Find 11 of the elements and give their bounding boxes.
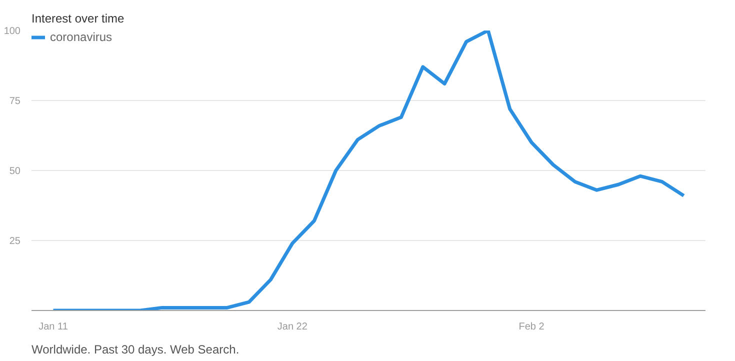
legend-label: coronavirus: [50, 30, 112, 44]
text: Worldwide. Past 30 days. Web Search.: [32, 342, 240, 356]
y-tick-label: 25: [9, 236, 21, 247]
y-tick-label: 75: [9, 96, 21, 107]
y-tick-label: 100: [4, 26, 21, 37]
line-series: [51, 30, 686, 310]
x-tick-label: Jan 22: [277, 322, 308, 332]
y-tick-label: 50: [9, 166, 21, 177]
chart-title: Interest over time: [32, 12, 125, 26]
x-tick-label: Feb 2: [518, 322, 545, 332]
x-tick-label: Jan 11: [38, 322, 68, 332]
